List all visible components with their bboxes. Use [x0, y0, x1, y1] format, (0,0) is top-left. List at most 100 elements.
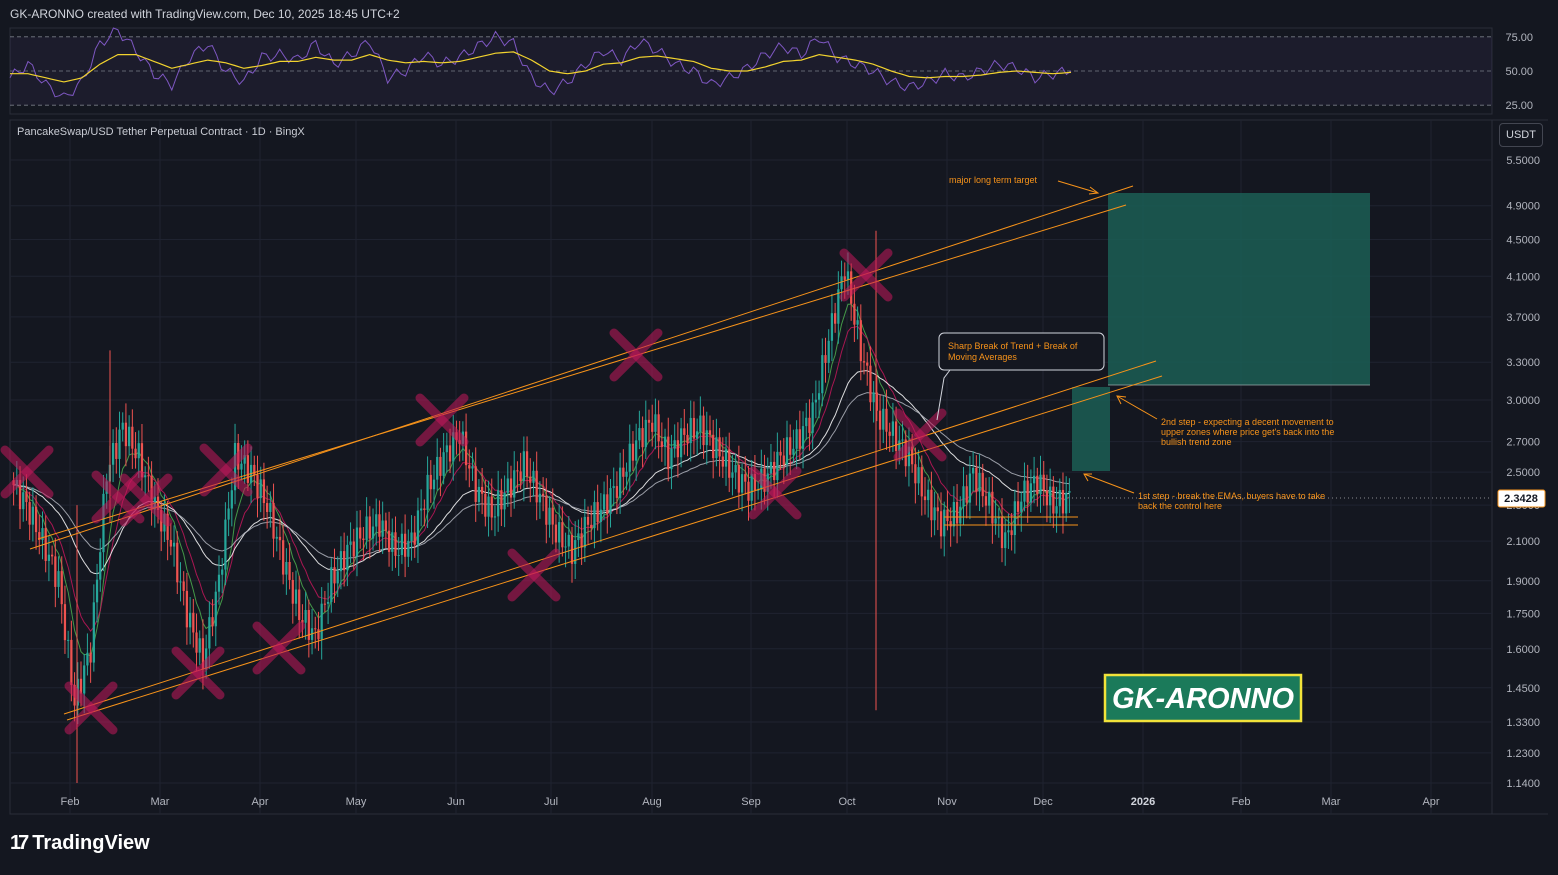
candle-body — [962, 486, 965, 507]
touch-marker — [748, 466, 802, 520]
candle-body — [721, 456, 724, 467]
candle-body — [272, 502, 275, 539]
candle-body — [686, 434, 689, 444]
candle-body — [538, 493, 542, 503]
candle-body — [1016, 501, 1020, 512]
candle-body — [410, 532, 413, 541]
candle-body — [651, 422, 654, 432]
candle-body — [198, 638, 201, 653]
candle-body — [423, 508, 426, 510]
candle-body — [439, 456, 442, 476]
arrowhead-step1 — [1083, 473, 1092, 482]
candle-body — [676, 440, 680, 458]
candle-body — [866, 362, 869, 366]
candle-body — [670, 448, 673, 470]
candle-body — [188, 612, 192, 628]
candle-body — [756, 489, 760, 491]
candle-body — [891, 421, 895, 436]
rsi-band — [10, 36, 1492, 106]
candle-body — [269, 502, 272, 512]
candle-body — [394, 532, 397, 556]
arrowhead-step2 — [1116, 395, 1127, 405]
candle-body — [789, 437, 792, 455]
candle-body — [554, 524, 558, 543]
candle-body — [805, 417, 808, 427]
candle-body — [25, 492, 28, 503]
price-tick-label: 1.6000 — [1506, 644, 1540, 656]
candle-body — [57, 571, 60, 587]
candle-body — [744, 474, 747, 482]
currency-button[interactable]: USDT — [1499, 123, 1543, 147]
candle-body — [227, 508, 230, 520]
candle-body — [862, 361, 866, 363]
candle-body — [102, 493, 105, 553]
candle-body — [753, 473, 757, 491]
candle-body — [18, 479, 22, 510]
candle-body — [144, 475, 147, 478]
candle-body — [872, 392, 875, 403]
candle-body — [965, 486, 968, 503]
candle-body — [519, 471, 522, 482]
candle-body — [259, 479, 262, 499]
candle-body — [532, 470, 535, 483]
time-tick-label: May — [346, 796, 367, 808]
candle-body — [731, 472, 734, 478]
rsi-ma-line — [10, 51, 1072, 83]
channel-lower-1 — [63, 360, 1157, 715]
candle-body — [564, 546, 567, 548]
touch-marker-stroke — [415, 393, 469, 447]
candle-body — [442, 452, 445, 476]
candle-body — [792, 448, 795, 455]
long-term-target-box — [1108, 193, 1370, 385]
time-tick-label: Mar — [151, 796, 170, 808]
candle-body — [625, 471, 628, 477]
callout-sharp-break — [938, 332, 1105, 371]
candle-body — [22, 492, 25, 510]
price-tick-label: 1.9000 — [1506, 576, 1540, 588]
candle-body — [185, 590, 189, 628]
annotation-step2-line2: upper zones where price get's back into … — [1161, 427, 1334, 437]
candle-body — [894, 421, 898, 451]
candle-body — [1007, 530, 1010, 533]
candle-body — [981, 472, 984, 497]
price-tick-label: 4.1000 — [1506, 271, 1540, 283]
channel-lower-2 — [66, 375, 1163, 721]
time-axis[interactable]: Feb Mar Apr May Jun Jul Aug Sep Oct Nov Dec 2026 Feb… — [61, 796, 1440, 808]
time-tick-label: Mar — [1322, 796, 1341, 808]
candle-body — [641, 428, 644, 448]
candle-body — [330, 567, 333, 602]
candle-body — [63, 604, 67, 641]
candle-body — [115, 443, 118, 459]
touch-marker-stroke — [748, 466, 802, 520]
touch-marker — [252, 621, 306, 675]
candle-body — [89, 652, 92, 663]
candle-body — [253, 464, 256, 475]
candle-body — [888, 431, 891, 436]
candle-body — [952, 502, 955, 527]
touch-marker — [507, 548, 561, 602]
candle-body — [513, 470, 516, 498]
rsi-tick-label: 50.00 — [1505, 66, 1533, 78]
price-axis[interactable]: 5.5000 4.9000 4.5000 4.1000 3.7000 3.3000 3.00… — [1506, 155, 1540, 790]
price-tick-label: 2.5000 — [1506, 467, 1540, 479]
candle-body — [968, 473, 972, 503]
candle-body — [83, 665, 86, 694]
candle-body — [994, 518, 997, 524]
tradingview-brand[interactable]: 17 TradingView — [10, 832, 150, 855]
candle-body — [278, 536, 282, 541]
ema-green — [13, 303, 1070, 657]
candle-body — [1045, 490, 1049, 506]
rsi-axis[interactable]: 75.00 50.00 25.00 — [1505, 32, 1533, 112]
touch-marker — [893, 408, 947, 462]
candle-body — [221, 569, 224, 575]
candle-body — [1026, 480, 1029, 503]
price-tick-label: 1.1400 — [1506, 778, 1540, 790]
candle-body — [343, 551, 346, 571]
candle-body — [644, 419, 647, 448]
candle-body — [214, 591, 217, 627]
candle-body — [631, 443, 635, 461]
candle-body — [991, 491, 994, 524]
candle-body — [38, 532, 41, 541]
candle-body — [497, 490, 500, 517]
